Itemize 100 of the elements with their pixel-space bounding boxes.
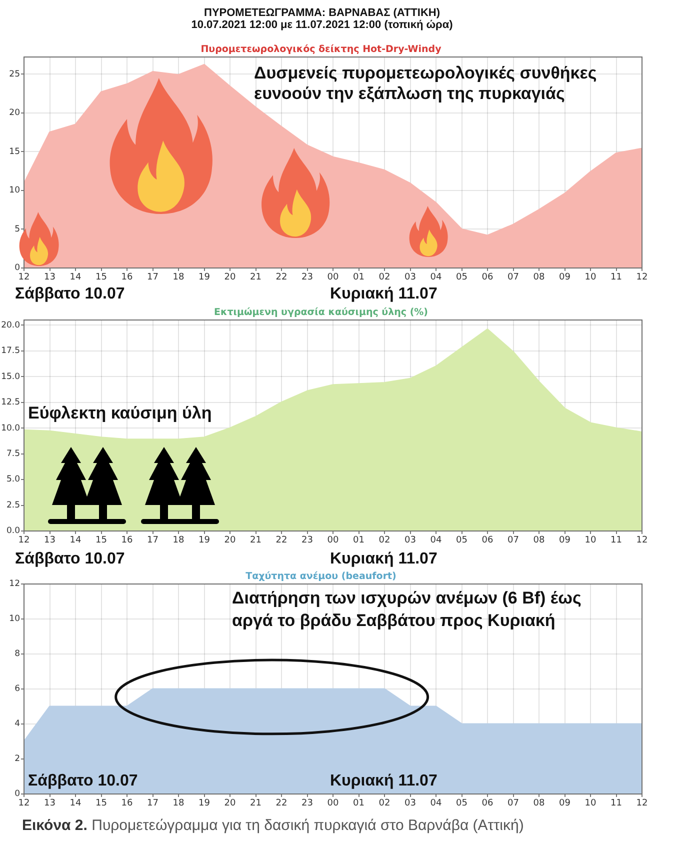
text: 10.07.2021 12:00 με 11.07.2021 12:00 (τοπική ώρα) (191, 19, 454, 32)
x-tick-label: 12 (636, 798, 648, 809)
x-tick-label: 11 (610, 536, 622, 546)
y-tick-label: 2 (14, 754, 20, 764)
x-tick-label: 16 (121, 798, 133, 809)
x-tick-label: 21 (250, 798, 262, 809)
x-tick-label: 15 (96, 798, 107, 809)
x-tick-label: 09 (559, 536, 571, 546)
text: Κυριακή 11.07 (330, 285, 438, 302)
x-tick-label: 16 (121, 272, 133, 283)
y-tick-label: 4 (14, 719, 20, 730)
y-tick-label: 0 (14, 789, 20, 800)
x-tick-label: 22 (276, 798, 288, 809)
x-tick-label: 18 (172, 798, 184, 809)
x-tick-label: 05 (456, 272, 468, 283)
x-tick-label: 01 (353, 798, 364, 809)
x-tick-label: 13 (44, 798, 56, 809)
annotation: Σάββατο 10.07 (28, 772, 138, 790)
x-tick-label: 14 (70, 798, 82, 809)
x-tick-label: 13 (44, 536, 56, 546)
x-tick-label: 09 (559, 272, 571, 283)
x-tick-label: 17 (147, 536, 158, 546)
x-tick-label: 14 (70, 536, 82, 546)
x-tick-label: 15 (96, 272, 107, 283)
x-tick-label: 03 (404, 272, 416, 283)
y-tick-label: 10 (9, 186, 20, 196)
x-tick-label: 01 (353, 536, 364, 546)
y-tick-label: 6 (14, 684, 20, 694)
x-tick-label: 19 (198, 798, 210, 809)
y-tick-label: 0 (14, 263, 20, 274)
y-tick-label: 5 (14, 224, 20, 234)
x-tick-label: 08 (533, 272, 545, 283)
x-tick-label: 20 (224, 536, 236, 546)
y-tick-label: 17.5 (1, 346, 20, 356)
x-tick-label: 02 (378, 798, 390, 809)
y-tick-label: 10.0 (1, 423, 20, 434)
x-tick-label: 04 (430, 798, 442, 809)
x-tick-label: 09 (559, 798, 571, 809)
x-tick-label: 06 (482, 272, 494, 283)
y-tick-label: 15.0 (1, 372, 20, 382)
x-tick-label: 07 (508, 798, 519, 809)
x-tick-label: 08 (533, 536, 545, 546)
x-tick-label: 16 (121, 536, 133, 546)
x-tick-label: 23 (302, 536, 313, 546)
x-tick-label: 21 (250, 272, 262, 283)
annotation: Διατήρηση των ισχυρών ανέμων (6 Bf) έως αργά το βράδυ Σαββάτου προς Κυριακή (232, 588, 582, 630)
x-tick-label: 02 (378, 272, 390, 283)
x-tick-label: 10 (584, 272, 596, 283)
x-tick-label: 12 (636, 272, 648, 283)
x-tick-label: 08 (533, 798, 545, 809)
annotation: Εύφλεκτη καύσιμη ύλη (28, 404, 212, 423)
x-tick-label: 14 (70, 272, 82, 283)
x-tick-label: 17 (147, 272, 158, 283)
y-tick-label: 20 (9, 108, 20, 118)
text: ΠΥΡΟΜΕΤΕΩΓΡΑΜΜΑ: ΒΑΡΝΑΒΑΣ (ΑΤΤΙΚΗ) (204, 7, 440, 20)
x-tick-label: 11 (610, 798, 622, 809)
text: Σάββατο 10.07 (15, 285, 125, 302)
x-tick-label: 00 (327, 536, 339, 546)
annotation: Δυσμενείς πυρομετεωρολογικές συνθήκες ευνοούν την εξάπλωση της πυρκαγιάς (254, 64, 597, 104)
y-tick-label: 20.0 (1, 320, 20, 330)
x-tick-label: 03 (404, 798, 416, 809)
y-tick-label: 25 (9, 69, 20, 80)
x-tick-label: 23 (302, 272, 313, 283)
x-tick-label: 05 (456, 798, 468, 809)
x-tick-label: 00 (327, 272, 339, 283)
x-tick-label: 04 (430, 272, 442, 283)
x-tick-label: 06 (482, 536, 494, 546)
y-tick-label: 7.5 (6, 449, 20, 460)
text: Σάββατο 10.07 (15, 550, 125, 568)
text: Πυρομετεώγραμμα για τη δασική πυρκαγιά στο Βαρνάβα (Αττική) (92, 817, 524, 834)
y-tick-label: 12 (9, 579, 20, 590)
x-tick-label: 10 (584, 536, 596, 546)
chart-title: Ταχύτητα ανέμου (beaufort) (246, 570, 396, 582)
x-tick-label: 22 (276, 536, 288, 546)
x-tick-label: 18 (172, 536, 184, 546)
x-tick-label: 22 (276, 272, 288, 283)
x-tick-label: 20 (224, 272, 236, 283)
x-tick-label: 04 (430, 536, 442, 546)
y-tick-label: 2.5 (6, 500, 20, 510)
x-tick-label: 13 (44, 272, 56, 283)
text: Εικόνα 2. (22, 817, 88, 834)
y-tick-label: 0.0 (6, 526, 20, 536)
y-tick-label: 12.5 (1, 398, 20, 408)
x-tick-label: 02 (378, 536, 390, 546)
x-tick-label: 23 (302, 798, 313, 809)
x-tick-label: 05 (456, 536, 468, 546)
x-tick-label: 15 (96, 536, 107, 546)
y-tick-label: 10 (9, 614, 20, 624)
x-tick-label: 11 (610, 272, 622, 283)
x-tick-label: 07 (508, 272, 519, 283)
x-tick-label: 19 (198, 272, 210, 283)
y-tick-label: 15 (9, 146, 20, 157)
x-tick-label: 00 (327, 798, 339, 809)
chart-title: Εκτιμώμενη υγρασία καύσιμης ύλης (%) (214, 306, 428, 318)
x-tick-label: 12 (636, 536, 648, 546)
x-tick-label: 03 (404, 536, 416, 546)
y-tick-label: 8 (14, 649, 20, 660)
x-tick-label: 20 (224, 798, 236, 809)
x-tick-label: 07 (508, 536, 519, 546)
x-tick-label: 10 (584, 798, 596, 809)
